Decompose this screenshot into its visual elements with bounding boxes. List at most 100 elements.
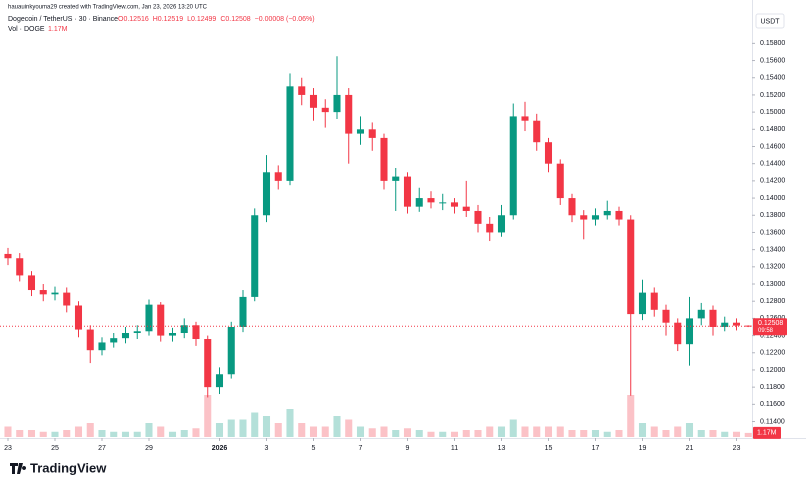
candle-body: [415, 198, 423, 207]
candle-body: [474, 210, 482, 224]
candle-body: [39, 290, 47, 295]
candle-body: [98, 342, 106, 351]
candle-body: [63, 292, 71, 306]
volume-bar: [521, 426, 529, 437]
y-tick-label: 0.13200: [760, 264, 785, 271]
y-tick-label: 0.15800: [760, 40, 785, 47]
volume-bar: [86, 423, 94, 437]
volume-bar: [168, 431, 177, 437]
candle-body: [356, 129, 365, 134]
candle-body: [16, 258, 24, 276]
candle-body: [298, 86, 306, 95]
x-tick-label: 29: [145, 445, 153, 452]
x-tick-label: 3: [265, 445, 269, 452]
candle-body: [309, 94, 318, 108]
volume-bar: [368, 428, 376, 437]
y-tick-label: 0.12800: [760, 298, 785, 305]
volume-bar: [380, 426, 388, 437]
x-tick-label: 25: [51, 445, 59, 452]
x-tick-label: 11: [451, 445, 458, 452]
volume-bar: [204, 395, 212, 437]
y-tick-label: 0.12000: [760, 367, 785, 374]
volume-bar: [74, 426, 83, 437]
volume-bar: [157, 426, 165, 437]
x-tick-label: 7: [359, 445, 363, 452]
candle-body: [732, 322, 741, 326]
candle-body: [321, 107, 329, 113]
candle-body: [286, 86, 294, 181]
volume-bar: [180, 430, 188, 437]
candle-body: [439, 202, 447, 204]
candle-body: [615, 210, 623, 220]
candle-body: [627, 219, 635, 315]
volume-bar: [427, 431, 435, 437]
volume-bar: [4, 426, 12, 437]
volume-bar: [51, 431, 59, 437]
volume-bar: [192, 428, 200, 437]
volume-bar: [333, 416, 341, 437]
candle-body: [168, 333, 177, 336]
ohlc-value: H0.12519: [153, 16, 183, 23]
candle-body: [509, 116, 517, 216]
volume-bar: [145, 423, 153, 437]
x-tick-label: 21: [686, 445, 694, 452]
candle-body: [74, 305, 83, 330]
x-tick-label: 15: [545, 445, 553, 452]
candle-body: [251, 215, 259, 297]
volume-bar: [650, 426, 658, 437]
volume-bar: [403, 428, 412, 437]
y-tick-label: 0.14400: [760, 161, 785, 168]
candle-body: [274, 172, 282, 181]
candle-body: [650, 292, 658, 310]
volume-bar: [721, 431, 729, 437]
volume-bar: [110, 431, 118, 437]
volume-bar: [591, 430, 600, 437]
candle-body: [121, 333, 130, 339]
volume-legend: 1.17M: [48, 26, 68, 33]
x-tick-label: 13: [498, 445, 506, 452]
volume-bar: [227, 419, 235, 437]
volume-bar: [356, 426, 365, 437]
candle-body: [239, 296, 247, 327]
candle-body: [709, 309, 717, 327]
x-tick-label: 27: [98, 445, 106, 452]
volume-bar: [345, 419, 353, 437]
y-tick-label: 0.15600: [760, 57, 785, 64]
volume-bar: [63, 430, 71, 437]
volume-label: 1.17M: [757, 430, 777, 437]
volume-bar: [16, 430, 24, 437]
candle-body: [133, 331, 141, 334]
y-tick-label: 0.11800: [760, 384, 785, 391]
candle-body: [662, 309, 670, 323]
volume-bar: [392, 430, 400, 437]
last-price-label: 0.12508: [758, 320, 783, 327]
volume-bar: [509, 419, 517, 437]
ohlc-value: O0.12516: [118, 16, 149, 23]
candle-body: [345, 94, 353, 134]
candle-body: [333, 94, 341, 113]
y-tick-label: 0.15000: [760, 109, 785, 116]
volume-bar: [662, 430, 670, 437]
volume-bar: [685, 423, 694, 437]
volume-title: Vol · DOGE: [8, 26, 45, 33]
candle-body: [744, 325, 752, 327]
candle-body: [227, 326, 235, 375]
volume-bar: [497, 426, 506, 437]
candle-body: [27, 275, 36, 291]
volume-bar: [709, 430, 717, 437]
y-tick-label: 0.13000: [760, 281, 785, 288]
volume-bar: [568, 430, 576, 437]
x-tick-label: 23: [4, 445, 12, 452]
candle-body: [580, 215, 588, 220]
candle-body: [603, 210, 611, 216]
last-price-box: [753, 318, 787, 336]
y-tick-label: 0.14000: [760, 195, 785, 202]
candle-body: [521, 116, 529, 121]
y-tick-label: 0.11400: [760, 418, 785, 425]
x-tick-label: 2026: [212, 445, 228, 452]
candle-body: [427, 198, 435, 203]
y-tick-label: 0.13400: [760, 246, 785, 253]
volume-bar: [732, 431, 741, 437]
candle-body: [368, 129, 376, 138]
